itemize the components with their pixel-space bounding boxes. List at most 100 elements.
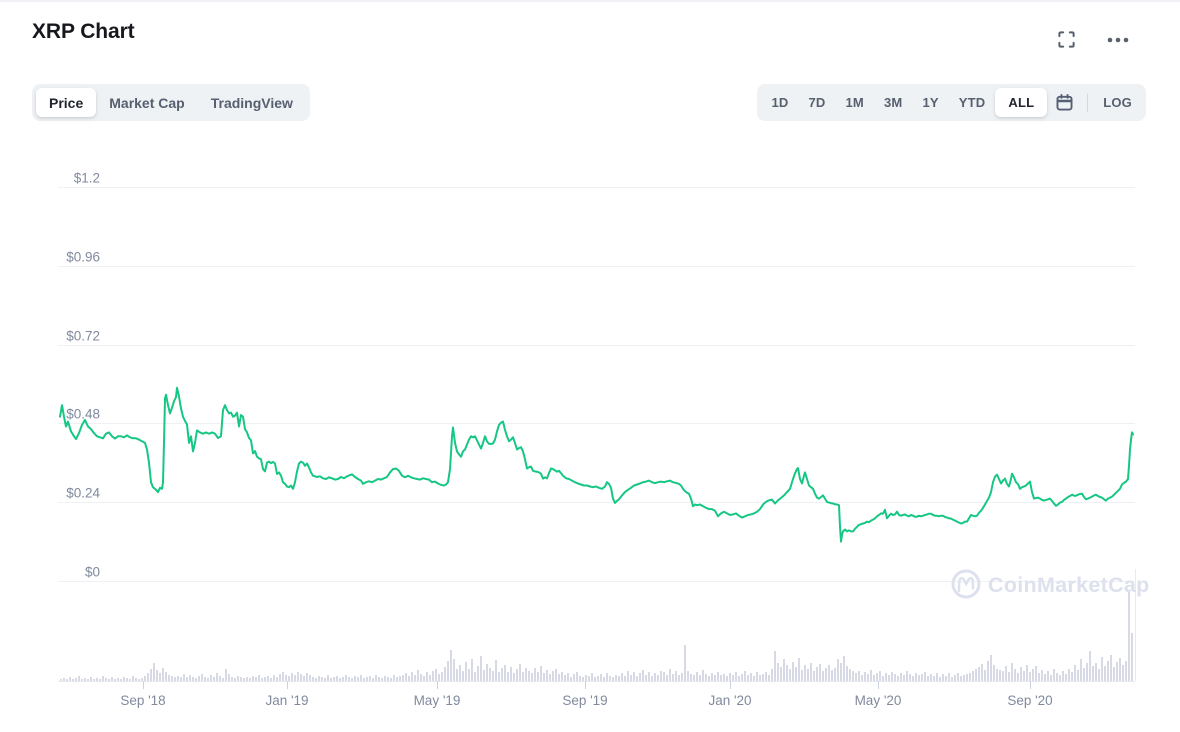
volume-bar [294, 675, 296, 681]
volume-bar [951, 677, 953, 681]
volume-bar [186, 677, 188, 681]
volume-bar [576, 672, 578, 681]
volume-bar [102, 676, 104, 681]
volume-bar [150, 669, 152, 681]
volume-bar [1095, 663, 1097, 681]
fullscreen-icon[interactable] [1053, 26, 1080, 53]
tab-price[interactable]: Price [36, 88, 97, 117]
volume-bar [963, 675, 965, 681]
log-scale-button[interactable]: LOG [1093, 88, 1142, 117]
volume-bar [927, 676, 929, 681]
volume-bar [255, 677, 257, 681]
volume-bar [594, 677, 596, 681]
volume-bar [447, 661, 449, 681]
volume-bar [1032, 669, 1034, 681]
volume-bar [375, 675, 377, 681]
volume-bar [828, 665, 830, 681]
volume-bar [825, 668, 827, 681]
volume-bar [126, 678, 128, 681]
volume-bar [1098, 669, 1100, 681]
volume-bar [537, 672, 539, 681]
price-chart[interactable]: $1.2 $0.96 $0.72 $0.48 $0.24 $0 Sep '18 Jan '19… [0, 132, 1180, 732]
volume-bar [651, 676, 653, 681]
volume-bar [456, 669, 458, 681]
chart-header: XRP Chart [32, 20, 1148, 52]
range-1m-button[interactable]: 1M [836, 88, 874, 117]
volume-bar [339, 678, 341, 681]
volume-bar [429, 675, 431, 681]
volume-bar [819, 664, 821, 681]
range-1y-button[interactable]: 1Y [912, 88, 948, 117]
volume-bar [489, 668, 491, 681]
volume-bar [786, 665, 788, 681]
volume-bar [330, 678, 332, 681]
volume-bar [762, 674, 764, 681]
volume-bar [525, 668, 527, 681]
volume-bar [549, 674, 551, 681]
volume-bar [213, 677, 215, 681]
volume-bar [681, 673, 683, 681]
tab-tradingview[interactable]: TradingView [198, 88, 306, 117]
volume-bar [948, 673, 950, 681]
volume-bar [708, 676, 710, 681]
volume-bar [414, 675, 416, 681]
volume-bar [390, 678, 392, 681]
volume-bar [234, 678, 236, 681]
volume-bar [117, 678, 119, 681]
volume-bar [324, 678, 326, 681]
volume-bar [156, 670, 158, 681]
volume-bar [1068, 669, 1070, 681]
volume-bar [303, 676, 305, 681]
volume-bar [399, 676, 401, 681]
volume-bar [684, 645, 686, 681]
range-3m-button[interactable]: 3M [874, 88, 912, 117]
volume-bar [78, 676, 80, 681]
volume-bar [243, 678, 245, 681]
range-all-button[interactable]: ALL [995, 88, 1048, 117]
volume-bar [75, 678, 77, 681]
coinmarketcap-logo-m [957, 577, 975, 593]
volume-bar [618, 676, 620, 681]
range-1d-button[interactable]: 1D [761, 88, 798, 117]
calendar-icon[interactable] [1047, 88, 1082, 117]
volume-bar [705, 674, 707, 681]
volume-bar [1104, 666, 1106, 681]
volume-bar [561, 672, 563, 681]
x-axis-label: Sep '18 [120, 693, 165, 708]
volume-bar [972, 671, 974, 681]
volume-bar [999, 670, 1001, 681]
volume-bar [753, 676, 755, 681]
volume-bar [735, 672, 737, 681]
tab-market-cap[interactable]: Market Cap [96, 88, 197, 117]
page-title: XRP Chart [32, 20, 135, 43]
volume-bar [396, 677, 398, 681]
volume-bar [384, 676, 386, 681]
volume-bar [837, 659, 839, 681]
volume-bar [99, 679, 101, 681]
volume-bar [165, 672, 167, 681]
volume-bar [813, 671, 815, 681]
y-axis-label: $0 [85, 565, 100, 580]
volume-bar [1125, 661, 1127, 681]
volume-bar [1092, 666, 1094, 681]
volume-bar [747, 675, 749, 681]
range-7d-button[interactable]: 7D [798, 88, 835, 117]
volume-bar [588, 676, 590, 681]
volume-bar [219, 676, 221, 681]
volume-bar [645, 675, 647, 681]
volume-bar [1110, 655, 1112, 681]
volume-bar [345, 675, 347, 681]
volume-bar [81, 679, 83, 681]
volume-bar [723, 674, 725, 681]
volume-bar [870, 670, 872, 681]
volume-bar [690, 674, 692, 681]
more-options-icon[interactable] [1102, 32, 1134, 48]
volume-bar [252, 676, 254, 681]
volume-bar [453, 659, 455, 681]
volume-bar [492, 671, 494, 681]
volume-bar [846, 666, 848, 681]
volume-bar [969, 673, 971, 681]
volume-bar [309, 675, 311, 681]
volume-bar [480, 656, 482, 681]
range-ytd-button[interactable]: YTD [949, 88, 996, 117]
